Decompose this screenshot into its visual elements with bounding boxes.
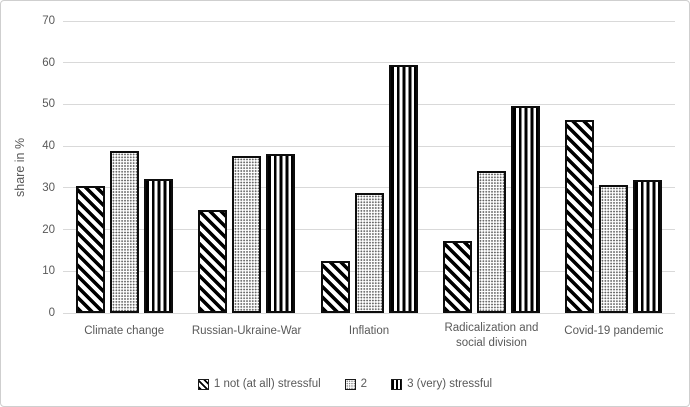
y-tick-label: 60: [42, 56, 55, 69]
gridline: [63, 187, 675, 189]
bar: [476, 171, 506, 313]
bar-group: [185, 21, 307, 313]
bar: [633, 180, 663, 313]
bar-group: [430, 21, 552, 313]
bar: [143, 179, 173, 313]
bar-group: [553, 21, 675, 313]
y-tick-label: 20: [42, 223, 55, 236]
bar: [232, 156, 262, 313]
bar: [320, 261, 350, 313]
gridline: [63, 62, 675, 64]
gridline: [63, 312, 675, 314]
vertical-stripes-swatch-icon: [391, 378, 403, 390]
bar: [510, 106, 540, 313]
gridline: [63, 145, 675, 147]
dots-swatch-icon: [344, 378, 356, 390]
bar: [266, 154, 296, 313]
legend-label: 2: [360, 378, 368, 390]
category-label: Radicalization and social division: [444, 322, 539, 349]
gridline: [63, 20, 675, 22]
bar: [442, 241, 472, 313]
legend-item: 2: [344, 378, 368, 390]
bar-group: [63, 21, 185, 313]
bar: [75, 186, 105, 313]
bar: [599, 185, 629, 313]
legend-item: 3 (very) stressful: [391, 378, 492, 390]
y-tick-label: 10: [42, 265, 55, 278]
y-tick-label: 30: [42, 181, 55, 194]
category-label: Russian-Ukraine-War: [191, 325, 302, 337]
plot-area: [63, 20, 675, 314]
bar-group: [308, 21, 430, 313]
bar: [388, 65, 418, 313]
gridline: [63, 103, 675, 105]
y-tick-label: 70: [42, 15, 55, 27]
category-label-slot: Climate change: [63, 321, 185, 351]
category-label: Climate change: [84, 325, 165, 337]
category-label-slot: Russian-Ukraine-War: [185, 321, 307, 351]
y-tick-label: 40: [42, 140, 55, 153]
legend-label: 1 not (at all) stressful: [213, 378, 321, 390]
legend-label: 3 (very) stressful: [407, 378, 493, 390]
category-label: Inflation: [348, 325, 390, 337]
diagonal-stripes-swatch-icon: [197, 378, 209, 390]
category-label: Covid-19 pandemic: [564, 325, 664, 337]
legend: 1 not (at all) stressful 2 3 (very) stress…: [1, 378, 689, 390]
y-tick-label: 50: [42, 98, 55, 111]
category-label-slot: Radicalization and social division: [430, 321, 552, 351]
category-label-slot: Inflation: [308, 321, 430, 351]
bar: [198, 210, 228, 313]
category-label-slot: Covid-19 pandemic: [553, 321, 675, 351]
bar: [109, 151, 139, 313]
x-axis-category-labels: Climate change Russian-Ukraine-War Inflati…: [63, 321, 675, 351]
bar: [354, 193, 384, 313]
bar: [565, 120, 595, 313]
legend-item: 1 not (at all) stressful: [197, 378, 321, 390]
y-tick-label: 0: [48, 307, 55, 319]
